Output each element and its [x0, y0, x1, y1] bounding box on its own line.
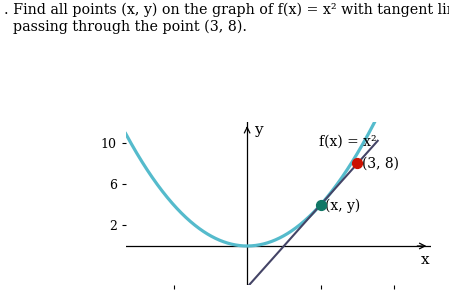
Point [317, 203, 324, 207]
Text: . Find all points (x, y) on the graph of f(x) = x² with tangent lines
  passing : . Find all points (x, y) on the graph of… [4, 3, 449, 34]
Text: x: x [421, 253, 430, 267]
Text: (x, y): (x, y) [325, 199, 361, 214]
Text: f(x) = x²: f(x) = x² [319, 135, 376, 149]
Point [354, 161, 361, 166]
Text: y: y [254, 123, 262, 137]
Text: (3, 8): (3, 8) [362, 157, 399, 171]
